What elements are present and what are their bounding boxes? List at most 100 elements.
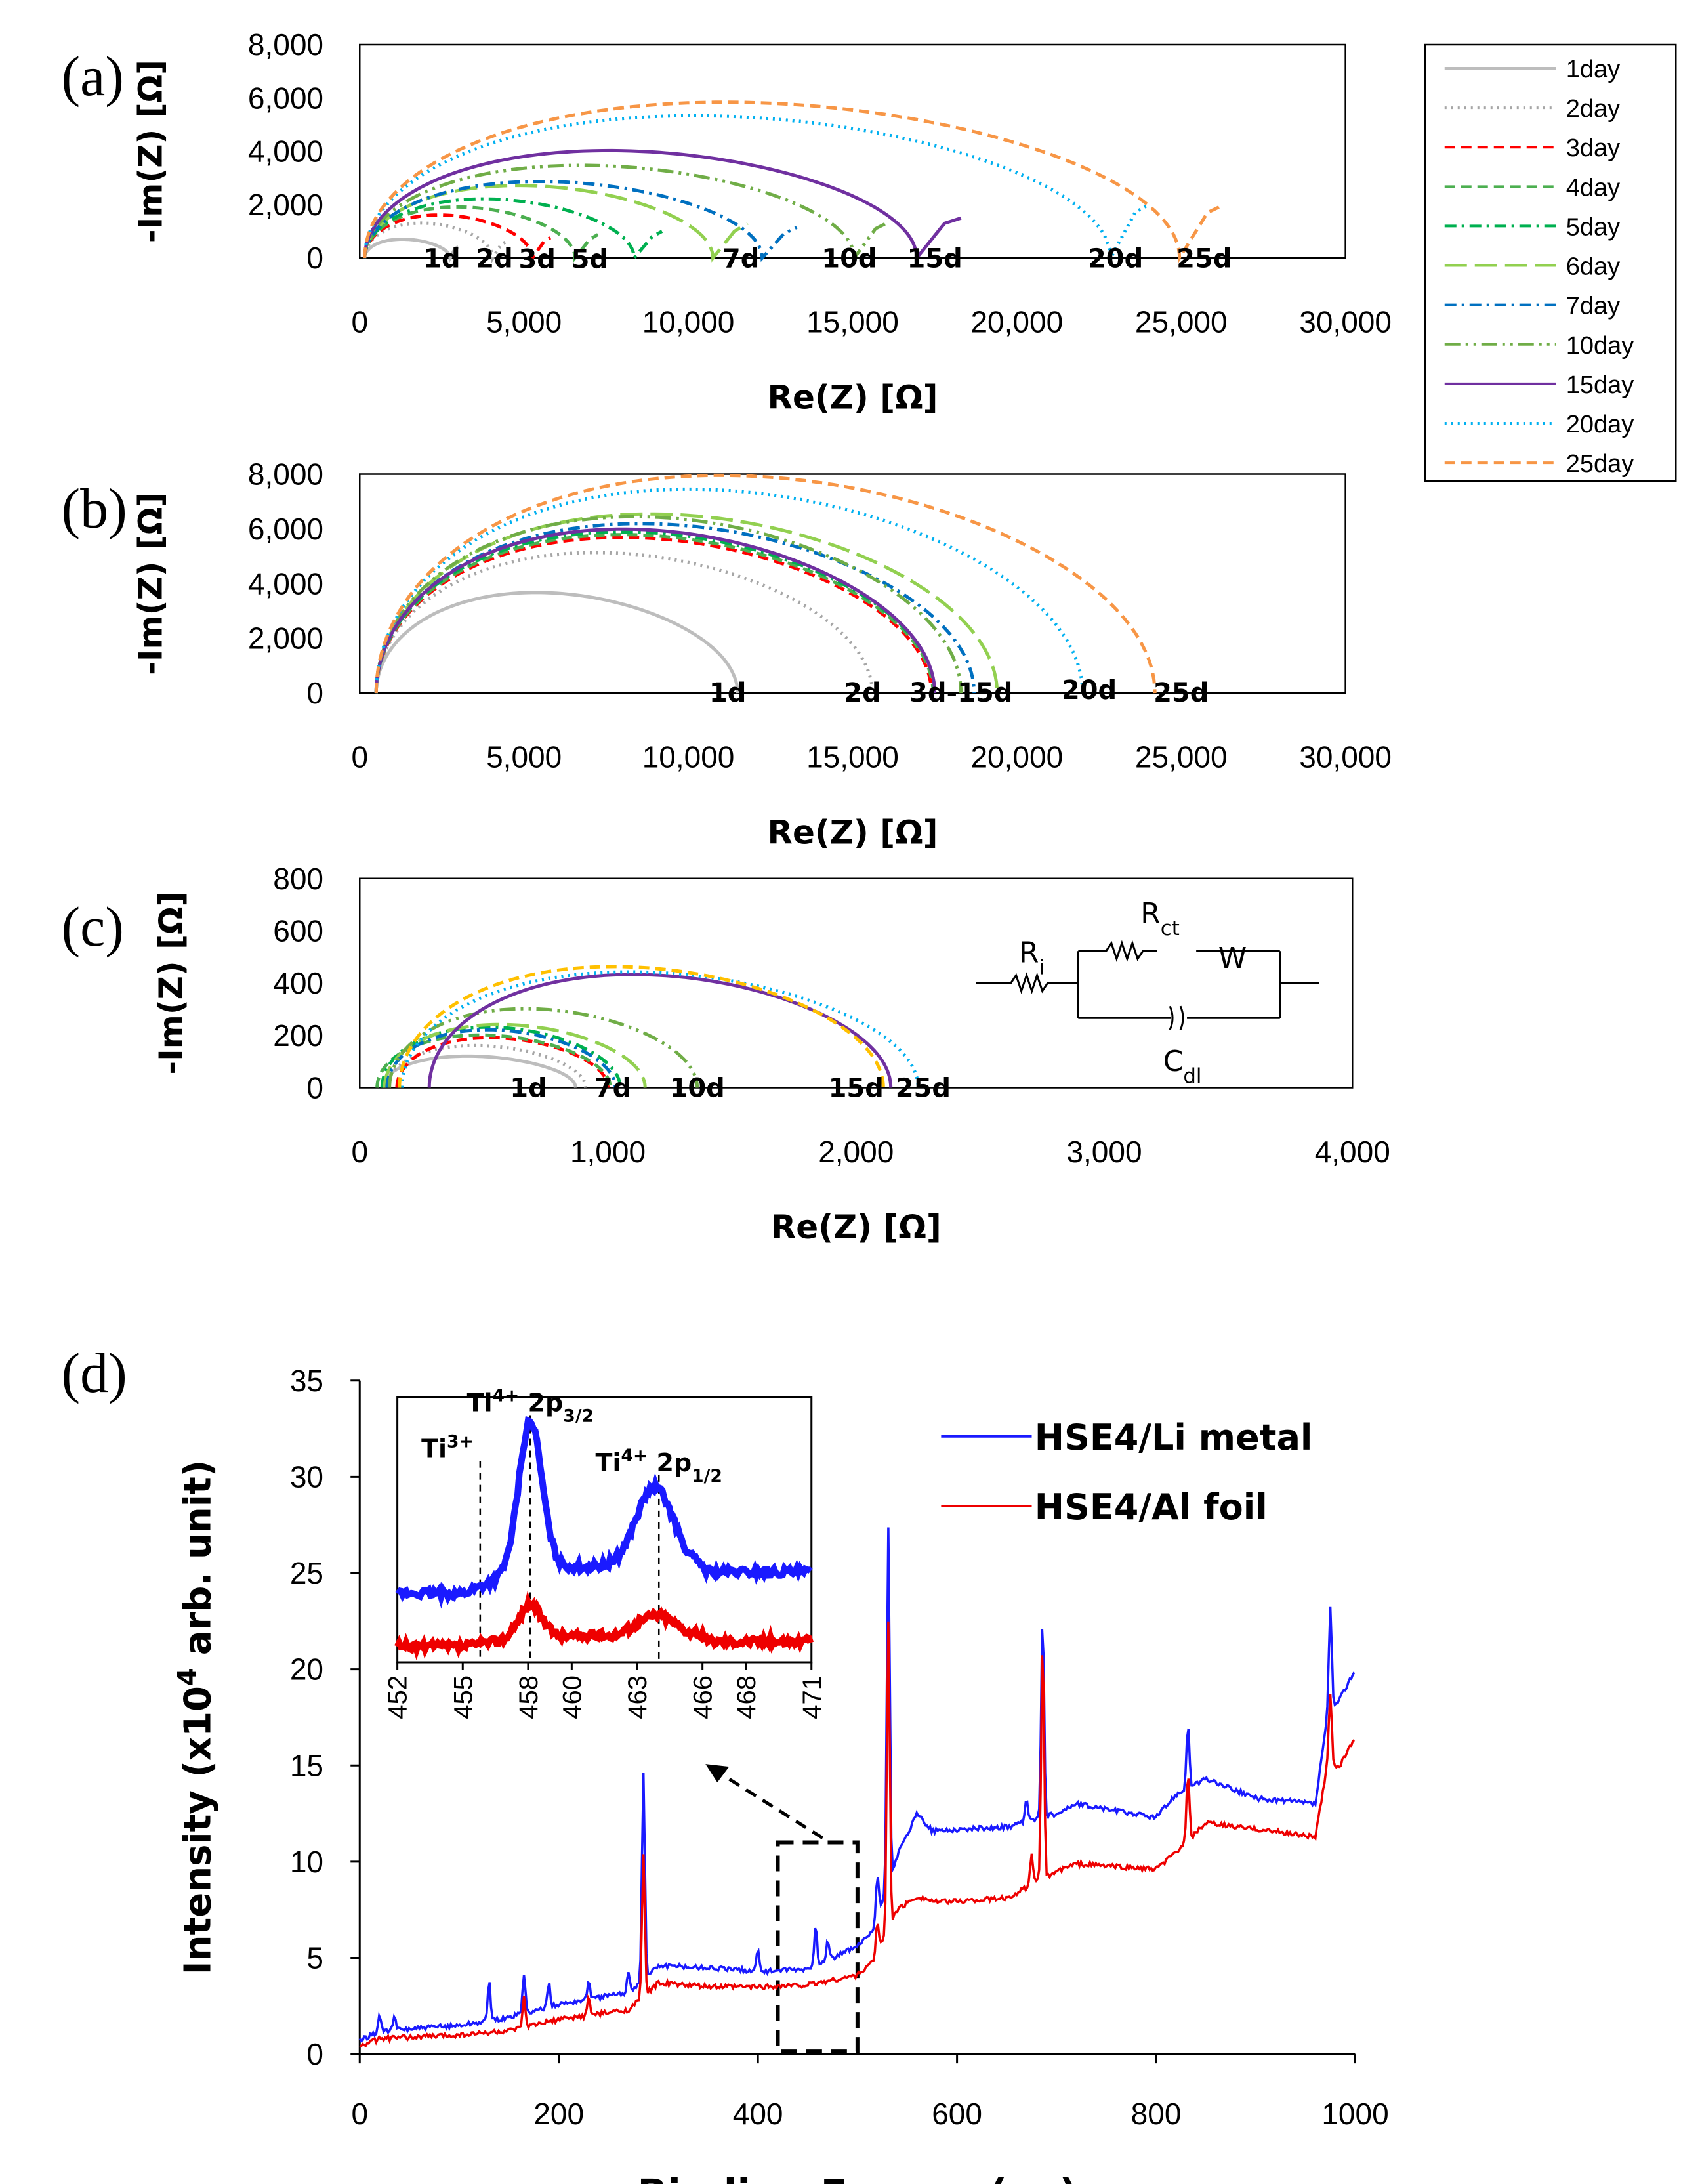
annotation-a: 3d <box>518 245 555 275</box>
series-c-10day <box>388 1007 699 1088</box>
x-tick-label-a: 30,000 <box>1299 304 1392 339</box>
legend-entry-5day: 5day <box>1566 213 1620 241</box>
x-tick-label-b: 5,000 <box>486 740 562 774</box>
y-axis-title-d: Intensity (x104 arb. unit) <box>173 1460 220 1975</box>
series-c-2day <box>385 1043 587 1088</box>
inset-tick-label: 458 <box>514 1675 543 1719</box>
annotation-c: 7d <box>594 1074 631 1104</box>
y-tick-label-d: 5 <box>306 1941 323 1975</box>
annotation-b: 3d-15d <box>909 678 1012 708</box>
x-tick-label-b: 10,000 <box>642 740 735 774</box>
x-tick-label-d: 0 <box>351 2097 368 2131</box>
inset-tick-label: 455 <box>449 1675 478 1719</box>
annotation-a: 5d <box>571 245 608 275</box>
legend-entry-25day: 25day <box>1566 450 1634 478</box>
axes-layer <box>350 43 1677 2064</box>
legend-entry-d-HSE4/Li metal: HSE4/Li metal <box>1035 1417 1313 1458</box>
series-d-HSE4/Al foil <box>359 1621 1356 2048</box>
inset-frame <box>396 1396 813 1664</box>
label-rct: Rct <box>1140 897 1180 940</box>
x-tick-label-a: 0 <box>351 304 368 339</box>
panel-label-d: (d) <box>62 1341 127 1404</box>
annotation-c: 25d <box>896 1074 951 1104</box>
inset-tick-label: 463 <box>623 1675 652 1719</box>
x-tick-label-a: 10,000 <box>642 304 735 339</box>
y-axis-title-a: -Im(Z) [Ω] <box>131 60 169 243</box>
annotation-a: 25d <box>1176 243 1232 274</box>
legend-entry-3day: 3day <box>1566 135 1620 162</box>
y-tick-label-d: 10 <box>290 1845 323 1879</box>
x-tick-label-b: 30,000 <box>1299 740 1392 774</box>
y-tick-label-c: 200 <box>273 1018 323 1053</box>
y-tick-label-d: 25 <box>290 1556 323 1590</box>
series-c-15day <box>427 973 893 1088</box>
y-tick-label-a: 0 <box>306 241 323 275</box>
series-b-4day <box>374 533 935 694</box>
inset-label: Ti4+ 2p1/2 <box>596 1445 722 1486</box>
x-tick-label-b: 25,000 <box>1135 740 1228 774</box>
x-tick-label-a: 25,000 <box>1135 304 1228 339</box>
series-c-25day <box>398 965 885 1088</box>
annotation-c: 1d <box>510 1074 547 1104</box>
annotation-a: 20d <box>1088 243 1143 274</box>
x-tick-label-a: 20,000 <box>970 304 1063 339</box>
label-cdl: Cdl <box>1163 1045 1202 1088</box>
legend-entry-2day: 2day <box>1566 95 1620 123</box>
inset-tick-label: 466 <box>689 1675 718 1719</box>
x-axis-title-b: Re(Z) [Ω] <box>767 814 938 852</box>
y-tick-label-d: 35 <box>290 1364 323 1398</box>
series-b-3day <box>374 536 934 694</box>
annotation-c: 15d <box>829 1074 884 1104</box>
series-b-20day <box>374 487 1085 694</box>
y-tick-label-b: 4,000 <box>248 566 323 600</box>
circuit-wires <box>1077 951 1319 1018</box>
x-tick-label-d: 400 <box>733 2097 783 2131</box>
legend-entry-6day: 6day <box>1566 253 1620 281</box>
resistor-rct <box>1078 940 1157 962</box>
panel-label-b: (b) <box>62 477 127 540</box>
x-tick-label-c: 3,000 <box>1066 1135 1142 1169</box>
x-axis-title-d: Binding Energy (ev) <box>638 2171 1078 2184</box>
series-c-7day <box>385 1028 617 1088</box>
series-b-10day <box>374 514 963 694</box>
series-a-6day <box>363 184 749 262</box>
legend-entry-d-HSE4/Al foil: HSE4/Al foil <box>1035 1486 1268 1528</box>
series-b-1day <box>374 591 739 694</box>
y-tick-label-d: 0 <box>306 2037 323 2071</box>
legend-entry-10day: 10day <box>1566 332 1634 360</box>
y-axis-title-c: -Im(Z) [Ω] <box>152 892 190 1075</box>
annotation-a: 2d <box>476 243 512 274</box>
x-tick-label-d: 1000 <box>1321 2097 1388 2131</box>
inset-tick-label: 468 <box>732 1675 761 1719</box>
plot-frame-c <box>359 877 1354 1089</box>
annotation-b: 2d <box>844 678 881 708</box>
panel-label-c: (c) <box>62 895 124 958</box>
y-tick-label-d: 30 <box>290 1460 323 1494</box>
annotation-c: 10d <box>670 1074 725 1104</box>
panel-label-a: (a) <box>62 45 124 108</box>
text-layer: 0 5,000 10,000 15,000 20,000 25,000 30,000 0 2,0… <box>62 28 1634 2184</box>
series-d-HSE4/Li metal <box>358 1527 1356 2043</box>
series-b-25day <box>374 473 1157 694</box>
annotation-a: 10d <box>821 243 877 274</box>
inset-series-HSE4/Li metal <box>395 1416 813 1609</box>
legend-entry-20day: 20day <box>1566 411 1634 438</box>
series-b-6day <box>374 512 999 694</box>
inset-label: Ti4+ 2p3/2 <box>467 1385 594 1426</box>
x-tick-label-b: 15,000 <box>806 740 899 774</box>
legend-entry-15day: 15day <box>1566 371 1634 399</box>
x-tick-label-b: 20,000 <box>970 740 1063 774</box>
label-ri: Ri <box>1019 936 1045 979</box>
inset-series-HSE4/Al foil <box>394 1591 814 1661</box>
y-tick-label-a: 2,000 <box>248 188 323 222</box>
series-b-5day <box>374 530 937 694</box>
zoom-arrow-head <box>705 1764 730 1783</box>
series-a-25day <box>363 100 1225 264</box>
series-c-20day <box>400 970 920 1088</box>
annotation-b: 20d <box>1062 675 1117 705</box>
series-a-20day <box>363 114 1150 264</box>
series-b-2day <box>374 551 874 694</box>
x-axis-title-c: Re(Z) [Ω] <box>771 1208 942 1246</box>
series-a-15day <box>363 148 962 262</box>
